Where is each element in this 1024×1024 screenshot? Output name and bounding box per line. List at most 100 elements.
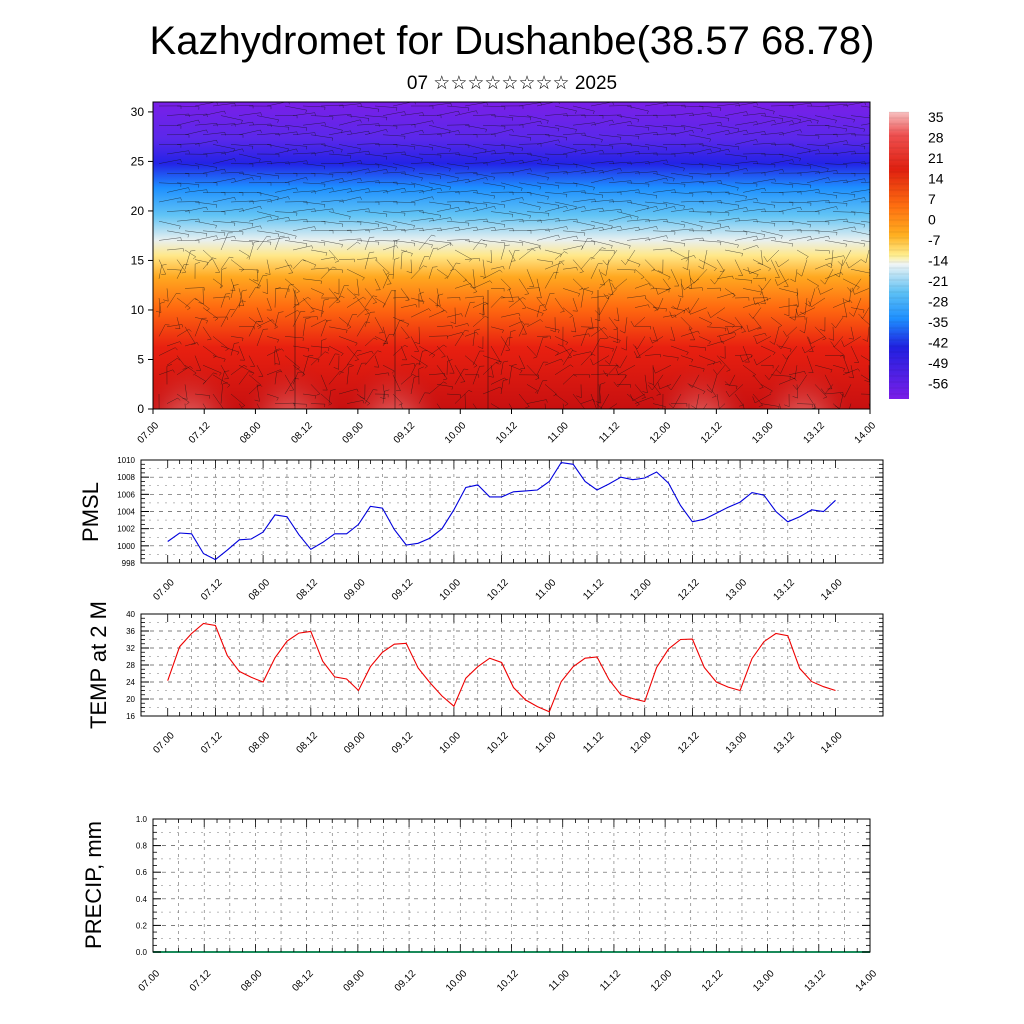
pmsl-y-tick-label-4: 1006 (117, 490, 135, 499)
cross-section-x-tick-label-2: 08.00 (238, 420, 264, 446)
colorbar-scale (889, 112, 909, 399)
cross-section-y-tick-label-1: 5 (137, 352, 144, 366)
temp-x-tick-label-8: 11.00 (533, 730, 558, 755)
temp-y-tick-label-0: 16 (126, 712, 135, 721)
pmsl-x-tick-label-14: 14.00 (819, 577, 845, 603)
pmsl-x-tick-label-0: 07.00 (151, 577, 177, 603)
colorbar-label-1: 28 (928, 130, 944, 146)
cross-section-x-tick-label-6: 10.00 (443, 420, 469, 446)
temp-x-tick-label-5: 09.12 (390, 730, 416, 756)
cross-section-y-axis: 0 5 10 15 20 25 30 (131, 105, 153, 416)
temp-x-tick-label-2: 08.00 (247, 730, 273, 756)
colorbar-label-6: -7 (928, 232, 941, 248)
temp-x-tick-label-7: 10.12 (485, 730, 511, 756)
warm-core-3 (653, 324, 749, 409)
warm-core-1 (243, 324, 340, 409)
colorbar-label-0: 35 (928, 109, 944, 125)
pmsl-x-tick-label-12: 13.00 (724, 577, 750, 603)
temp-y-tick-label-2: 24 (126, 678, 135, 687)
pmsl-y-tick-label-2: 1002 (117, 525, 135, 534)
pmsl-x-tick-label-8: 11.00 (533, 577, 558, 602)
precip-y-tick-label-3: 0.6 (136, 868, 148, 877)
temp-x-tick-label-12: 13.00 (724, 730, 750, 756)
precip-x-tick-label-2: 08.00 (239, 968, 265, 994)
wind-barbs-layer (155, 102, 870, 409)
pmsl-x-tick-label-3: 08.12 (294, 577, 320, 603)
precip-y-tick-label-4: 0.8 (136, 842, 148, 851)
pmsl-x-tick-label-9: 11.12 (581, 577, 606, 602)
cross-section-x-tick-label-8: 11.00 (546, 420, 571, 445)
pmsl-y-tick-label-0: 998 (122, 559, 136, 568)
cross-section-x-tick-label-1: 07.12 (187, 420, 213, 446)
precip-y-tick-label-5: 1.0 (136, 815, 148, 824)
colorbar-label-3: 14 (928, 171, 944, 187)
temp-line (167, 622, 836, 713)
precip-x-tick-label-4: 09.00 (342, 968, 368, 994)
colorbar-bands (889, 111, 909, 395)
precip-y-tick-label-1: 0.2 (136, 921, 148, 930)
temp-panel: 16 20 24 28 32 36 40 07.00 07.12 08.00 08.12 09.00 0… (86, 601, 884, 756)
cross-section-x-tick-label-0: 07.00 (136, 420, 162, 446)
temp-y-tick-label-3: 28 (126, 661, 135, 670)
temp-x-tick-label-9: 11.12 (581, 730, 606, 755)
cross-section-x-tick-label-7: 10.12 (494, 420, 520, 446)
cross-section-panel: 0 5 10 15 20 25 30 07.00 07.12 08.00 08.12 09.00 09… (131, 101, 879, 446)
cross-section-x-tick-label-4: 09.00 (341, 420, 367, 446)
cross-section-y-tick-label-4: 20 (131, 204, 145, 218)
temp-x-tick-label-0: 07.00 (151, 730, 177, 756)
colorbar-label-10: -35 (928, 314, 948, 330)
pmsl-x-tick-label-10: 12.00 (628, 577, 654, 603)
pmsl-grid (141, 460, 883, 563)
pmsl-y-tick-label-1: 1000 (117, 542, 135, 551)
precip-x-tick-label-3: 08.12 (290, 968, 316, 994)
pmsl-x-tick-label-4: 09.00 (342, 577, 368, 603)
pmsl-x-tick-label-11: 12.12 (676, 577, 702, 603)
warm-core-0 (153, 324, 237, 409)
temp-axes: 16 20 24 28 32 36 40 07.00 07.12 08.00 08.12 09.00 0… (126, 610, 883, 756)
precip-x-tick-label-7: 10.12 (495, 968, 521, 994)
temp-x-tick-label-13: 13.12 (771, 730, 797, 756)
precip-grid (153, 819, 870, 952)
precip-axes: 0.0 0.2 0.4 0.6 0.8 1.0 07.00 07.12 08.00 08.12 09… (136, 815, 880, 994)
pmsl-x-tick-label-2: 08.00 (247, 577, 273, 603)
colorbar-label-12: -49 (928, 355, 948, 371)
cross-section-y-tick-label-2: 10 (131, 303, 145, 317)
cross-section-y-tick-label-6: 30 (131, 105, 145, 119)
temp-x-tick-label-11: 12.12 (676, 730, 702, 756)
colorbar-label-5: 0 (928, 212, 936, 228)
pmsl-x-tick-label-13: 13.12 (771, 577, 797, 603)
cross-section-y-tick-label-0: 0 (137, 402, 144, 416)
temp-x-tick-label-10: 12.00 (628, 730, 654, 756)
colorbar-label-2: 21 (928, 150, 944, 166)
precip-x-tick-label-9: 11.12 (598, 968, 623, 993)
temp-x-tick-label-3: 08.12 (294, 730, 320, 756)
precip-x-tick-label-8: 11.00 (547, 968, 572, 993)
precip-y-tick-label-0: 0.0 (136, 948, 148, 957)
colorbar-label-8: -21 (928, 273, 948, 289)
cross-section-x-tick-label-14: 14.00 (853, 420, 879, 446)
warm-core-4 (755, 324, 852, 409)
pmsl-axes: 998 1000 1002 1004 1006 1008 1010 07.00 07.12 08.… (117, 456, 883, 603)
precip-x-tick-label-0: 07.00 (137, 968, 163, 994)
pmsl-y-tick-label-5: 1008 (117, 473, 135, 482)
pmsl-x-tick-label-7: 10.12 (485, 577, 511, 603)
precip-y-label: PRECIP, mm (81, 821, 106, 949)
precip-x-tick-label-12: 13.00 (751, 968, 777, 994)
colorbar-label-9: -28 (928, 294, 948, 310)
precip-y-tick-label-2: 0.4 (136, 895, 148, 904)
warm-core-layer (153, 324, 852, 409)
cross-section-x-axis: 07.00 07.12 08.00 08.12 09.00 09.12 10.00 10.12… (136, 409, 879, 446)
precip-x-tick-label-14: 14.00 (854, 968, 880, 994)
cross-section-y-tick-label-5: 25 (131, 154, 145, 168)
pmsl-x-tick-label-5: 09.12 (390, 577, 416, 603)
pmsl-panel: 998 1000 1002 1004 1006 1008 1010 07.00 07.12 08.… (78, 456, 884, 603)
precip-x-tick-label-11: 12.12 (700, 968, 726, 994)
temp-y-tick-label-6: 40 (126, 610, 135, 619)
cross-section-x-tick-label-11: 12.12 (699, 420, 725, 446)
cross-section-x-tick-label-13: 13.12 (801, 420, 827, 446)
colorbar-label-11: -42 (928, 335, 948, 351)
chart-subtitle: 07 ☆☆☆☆☆☆☆☆ 2025 (406, 73, 618, 94)
cross-section-y-tick-label-3: 15 (131, 253, 145, 267)
temp-x-tick-label-14: 14.00 (819, 730, 845, 756)
cross-section-x-tick-label-3: 08.12 (289, 420, 315, 446)
